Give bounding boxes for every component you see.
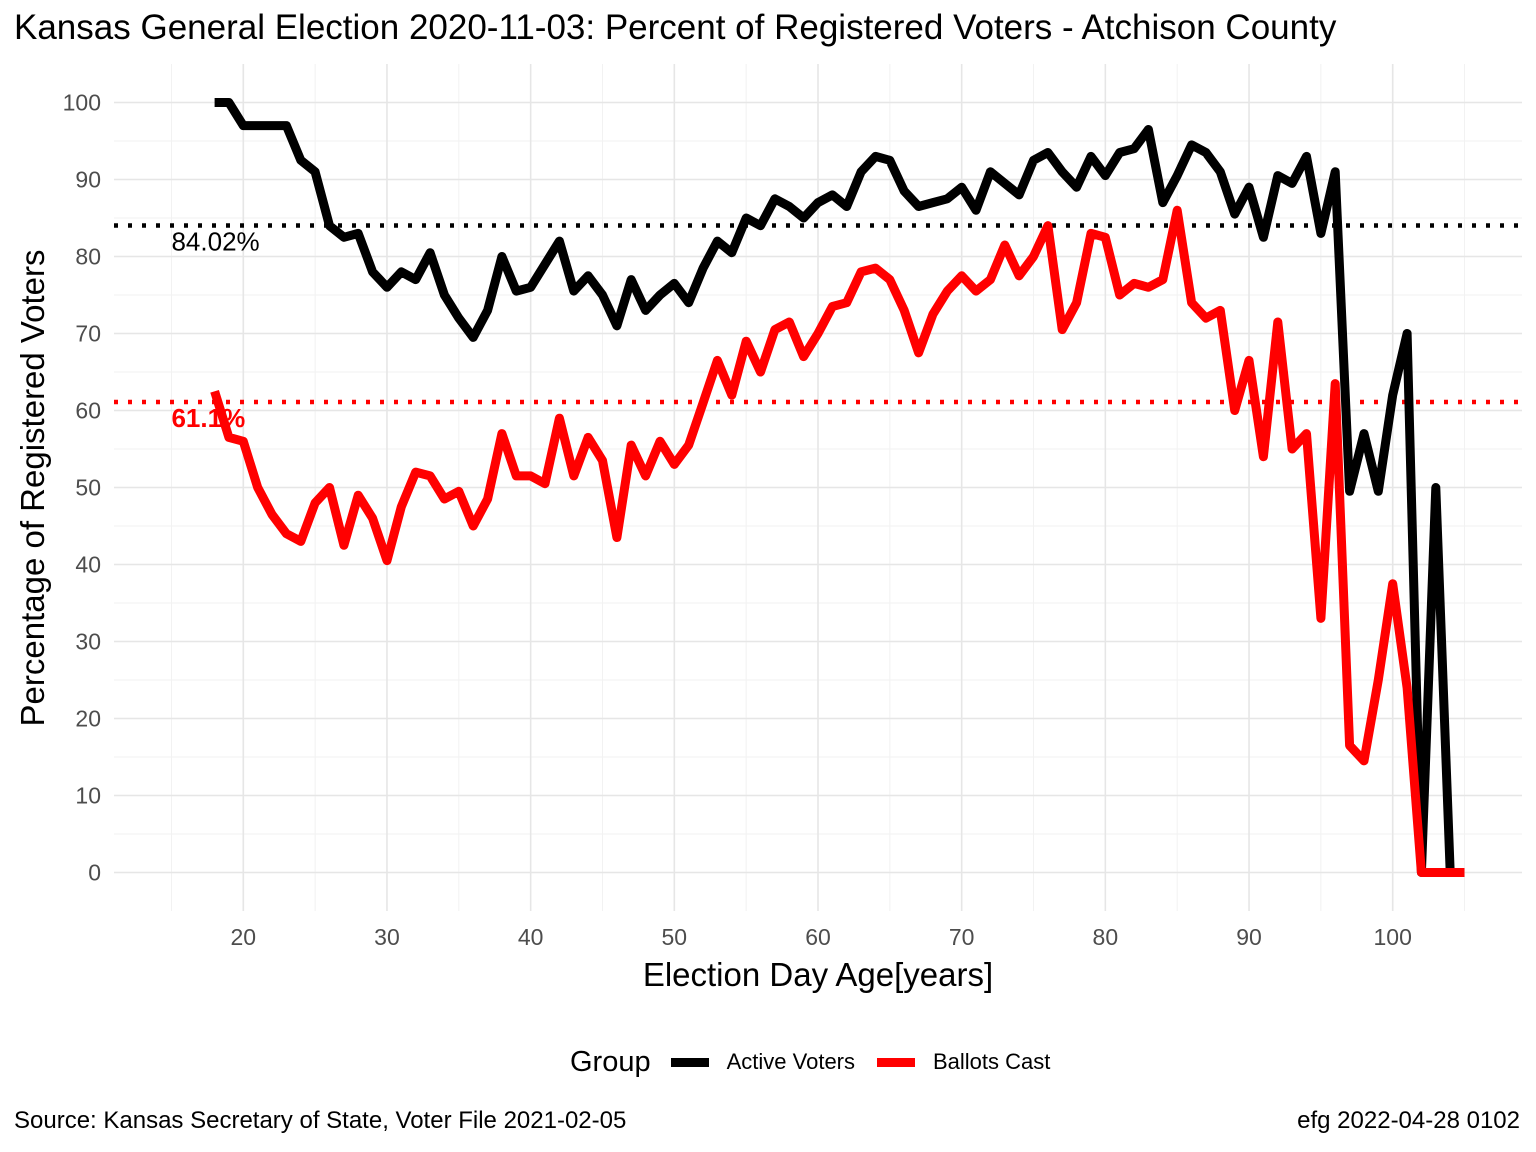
legend-title: Group (570, 1045, 651, 1078)
legend-key-active-voters (670, 1057, 709, 1067)
y-tick-label: 40 (75, 552, 101, 578)
y-tick-label: 20 (75, 706, 101, 732)
y-tick-label: 90 (75, 167, 101, 193)
reference-lines (114, 223, 1522, 405)
credit-note: efg 2022-04-28 0102 (1297, 1107, 1520, 1134)
y-tick-label: 100 (63, 90, 101, 116)
y-tick-label: 70 (75, 321, 101, 347)
legend-label-active-voters: Active Voters (726, 1049, 855, 1074)
x-tick-label: 30 (374, 924, 400, 950)
series-lines (210, 98, 1465, 877)
chart-title: Kansas General Election 2020-11-03: Perc… (14, 8, 1337, 47)
series-line-ballots-cast (210, 205, 1465, 877)
legend-item-ballots-cast: Ballots Cast (877, 1049, 1050, 1075)
reference-label-1: 61.1% (171, 403, 245, 433)
legend-label-ballots-cast: Ballots Cast (933, 1049, 1051, 1074)
x-tick-label: 80 (1093, 924, 1119, 950)
x-tick-label: 40 (518, 924, 544, 950)
legend-item-active-voters: Active Voters (670, 1049, 855, 1075)
source-note: Source: Kansas Secretary of State, Voter… (14, 1107, 627, 1134)
y-tick-label: 50 (75, 475, 101, 501)
legend: Group Active Voters Ballots Cast (570, 1042, 1072, 1082)
x-axis-label: Election Day Age[years] (643, 956, 993, 993)
y-axis-label: Percentage of Registered Voters (14, 250, 51, 727)
y-tick-label: 0 (88, 860, 101, 886)
legend-key-ballots-cast (877, 1057, 915, 1067)
tick-labels: 20 30 40 50 60 70 80 90 100 0 10 20 30 40 50 60 70 80 90 10… (63, 90, 1412, 951)
x-tick-label: 100 (1374, 924, 1412, 950)
x-tick-label: 50 (662, 924, 688, 950)
x-tick-label: 60 (805, 924, 831, 950)
y-tick-label: 60 (75, 398, 101, 424)
x-tick-label: 70 (949, 924, 975, 950)
x-tick-label: 20 (231, 924, 257, 950)
x-tick-label: 90 (1236, 924, 1262, 950)
y-tick-label: 80 (75, 244, 101, 270)
series-line-active-voters (214, 98, 1455, 877)
y-tick-label: 10 (75, 783, 101, 809)
y-tick-label: 30 (75, 629, 101, 655)
reference-labels: 84.02% 61.1% (171, 227, 259, 433)
reference-label-0: 84.02% (171, 227, 259, 257)
